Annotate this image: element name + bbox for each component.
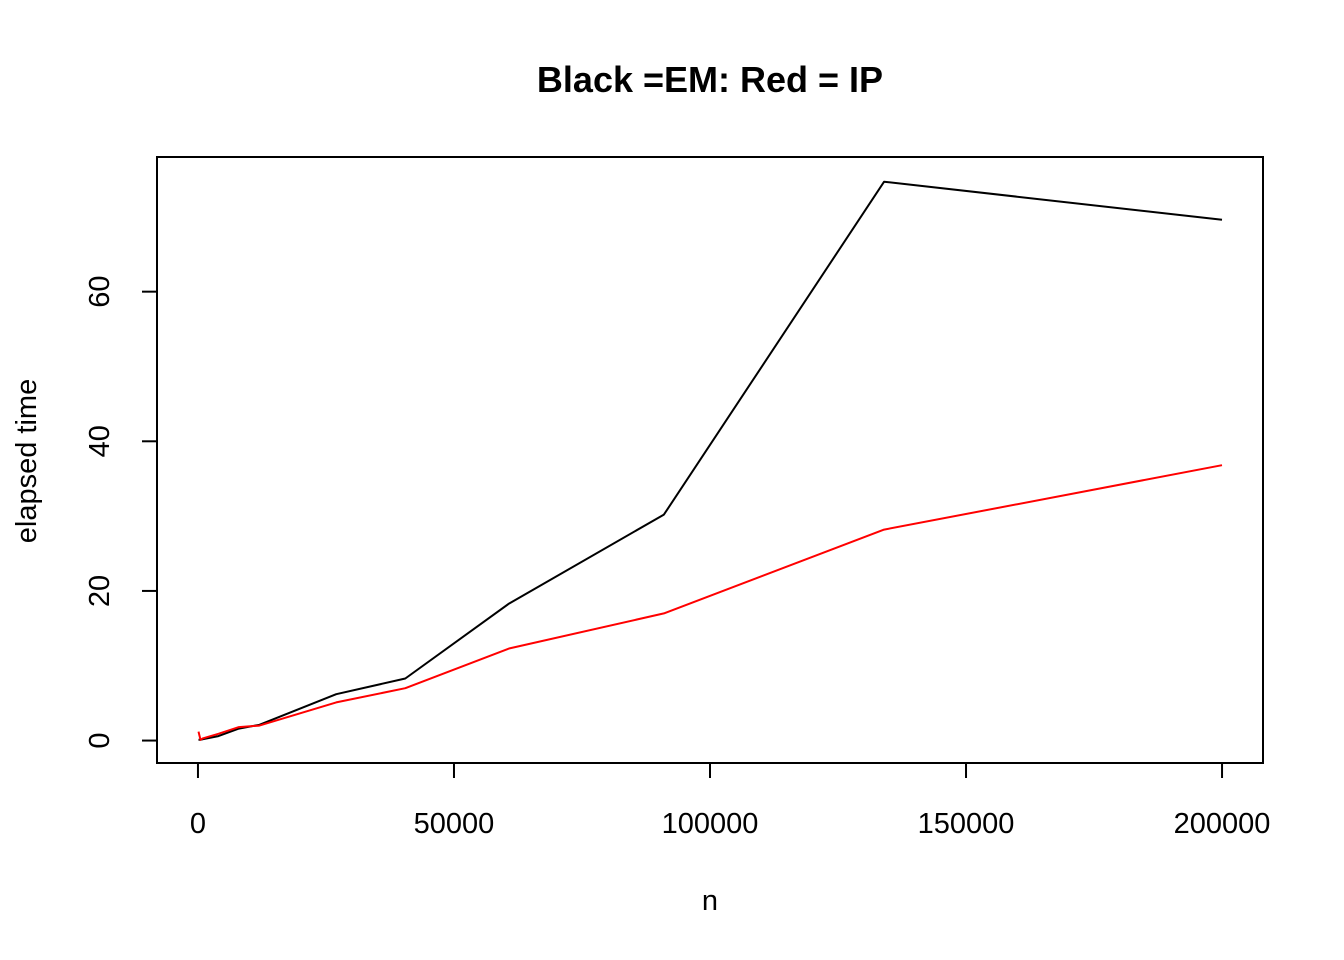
y-tick-label: 60 [84, 276, 116, 308]
series-line-black [198, 180, 1223, 741]
x-tick-label: 150000 [918, 808, 1015, 840]
series-line-red [197, 464, 1223, 741]
chart-title: Black =EM: Red = IP [537, 59, 883, 100]
plot-frame [156, 156, 1264, 764]
series-layer [197, 180, 1223, 741]
y-tick-label: 40 [84, 425, 116, 457]
x-tick-label: 100000 [662, 808, 759, 840]
y-axis: 0 20 40 60 [84, 276, 158, 749]
x-tick-label: 50000 [414, 808, 495, 840]
y-tick-label: 0 [84, 732, 116, 748]
x-tick-label: 0 [190, 808, 206, 840]
x-axis-label: n [702, 885, 718, 917]
y-axis-label: elapsed time [11, 379, 43, 543]
x-tick-label: 200000 [1174, 808, 1271, 840]
x-axis: 0 50000 100000 150000 200000 [190, 762, 1271, 840]
y-tick-label: 20 [84, 575, 116, 607]
